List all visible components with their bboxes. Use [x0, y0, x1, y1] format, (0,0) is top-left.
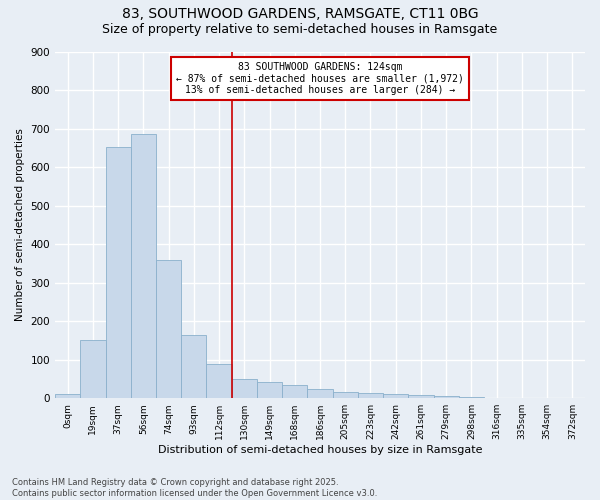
Bar [358, 393, 383, 398]
Bar [332, 392, 358, 398]
Bar [307, 388, 332, 398]
Bar [156, 260, 181, 398]
Text: Size of property relative to semi-detached houses in Ramsgate: Size of property relative to semi-detach… [103, 22, 497, 36]
Bar [434, 396, 459, 398]
Text: Contains HM Land Registry data © Crown copyright and database right 2025.
Contai: Contains HM Land Registry data © Crown c… [12, 478, 377, 498]
Bar [409, 395, 434, 398]
X-axis label: Distribution of semi-detached houses by size in Ramsgate: Distribution of semi-detached houses by … [158, 445, 482, 455]
Bar [206, 364, 232, 398]
Text: 83 SOUTHWOOD GARDENS: 124sqm
← 87% of semi-detached houses are smaller (1,972)
1: 83 SOUTHWOOD GARDENS: 124sqm ← 87% of se… [176, 62, 464, 95]
Bar [257, 382, 282, 398]
Bar [80, 340, 106, 398]
Bar [106, 148, 131, 398]
Bar [131, 134, 156, 398]
Y-axis label: Number of semi-detached properties: Number of semi-detached properties [15, 128, 25, 322]
Bar [282, 386, 307, 398]
Bar [232, 379, 257, 398]
Bar [383, 394, 409, 398]
Bar [181, 334, 206, 398]
Bar [55, 394, 80, 398]
Text: 83, SOUTHWOOD GARDENS, RAMSGATE, CT11 0BG: 83, SOUTHWOOD GARDENS, RAMSGATE, CT11 0B… [122, 8, 478, 22]
